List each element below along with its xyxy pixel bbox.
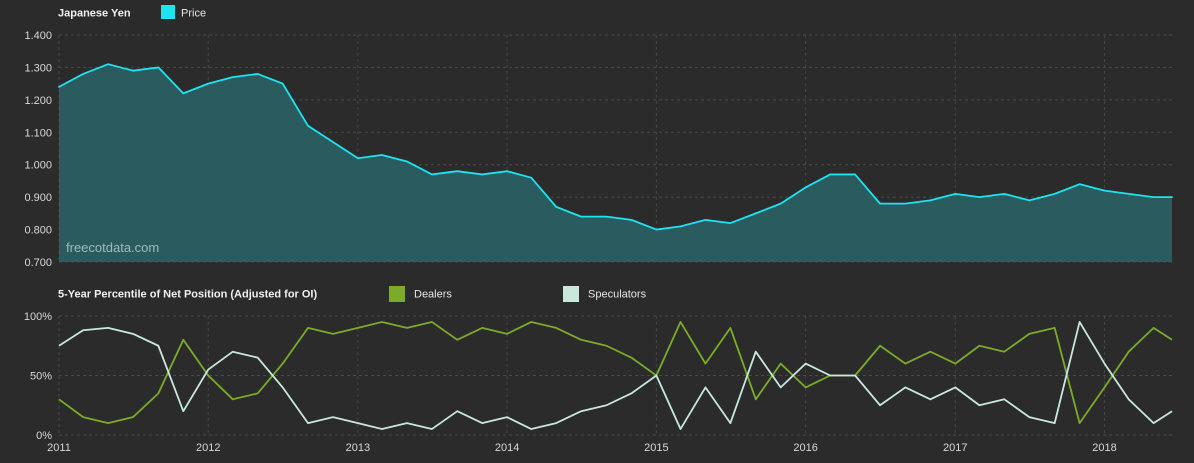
watermark: freecotdata.com [66,240,159,255]
percentile-chart-title: 5-Year Percentile of Net Position (Adjus… [58,289,317,301]
price-legend-label[interactable]: Price [181,8,206,20]
x-axis: 2011 2012 2013 2014 2015 2016 2017 2018 [47,442,1117,454]
x-tick-label: 2016 [793,442,817,454]
x-tick-label: 2018 [1092,442,1116,454]
speculators-legend-label[interactable]: Speculators [588,289,647,301]
percentile-y-axis: 0% 50% 100% [24,311,52,442]
price-line [58,63,1173,231]
percentile-y-tick-label: 50% [30,371,52,383]
x-tick-label: 2012 [196,442,220,454]
x-tick-label: 2015 [644,442,668,454]
price-y-tick-label: 0.800 [24,225,52,237]
x-tick-label: 2013 [346,442,370,454]
percentile-panel: 0%50%100% 2011 2012 2013 2014 2015 2016 2017 20… [24,286,1173,454]
x-tick-label: 2017 [943,442,967,454]
price-panel: 0.700 0.800 0.900 1.000 1.100 1.200 1.300 1.400… [24,5,1173,269]
price-grid [58,34,1172,263]
x-tick-label: 2011 [47,442,71,454]
price-legend-swatch[interactable] [161,5,175,19]
price-y-tick-label: 1.400 [24,30,52,42]
percentile-grid [58,315,1172,436]
price-y-tick-label: 1.000 [24,160,52,172]
price-y-tick-label: 0.700 [24,257,52,269]
price-y-tick-label: 1.300 [24,62,52,74]
percentile-y-tick-label: 0% [36,430,52,442]
dealers-series-line [58,321,1173,424]
price-y-tick-label: 1.200 [24,95,52,107]
x-tick-label: 2014 [495,442,519,454]
price-y-tick-label: 1.100 [24,127,52,139]
dealers-legend-label[interactable]: Dealers [414,289,452,301]
price-area [59,64,1172,262]
percentile-y-tick-label: 100% [24,311,52,323]
price-y-tick-label: 0.900 [24,192,52,204]
speculators-series-line [58,321,1173,430]
price-chart-title: Japanese Yen [58,8,131,20]
price-y-axis: 0.700 0.800 0.900 1.000 1.100 1.200 1.300 1.400 [24,30,52,269]
speculators-legend-swatch[interactable] [563,286,579,302]
dealers-legend-swatch[interactable] [389,286,405,302]
